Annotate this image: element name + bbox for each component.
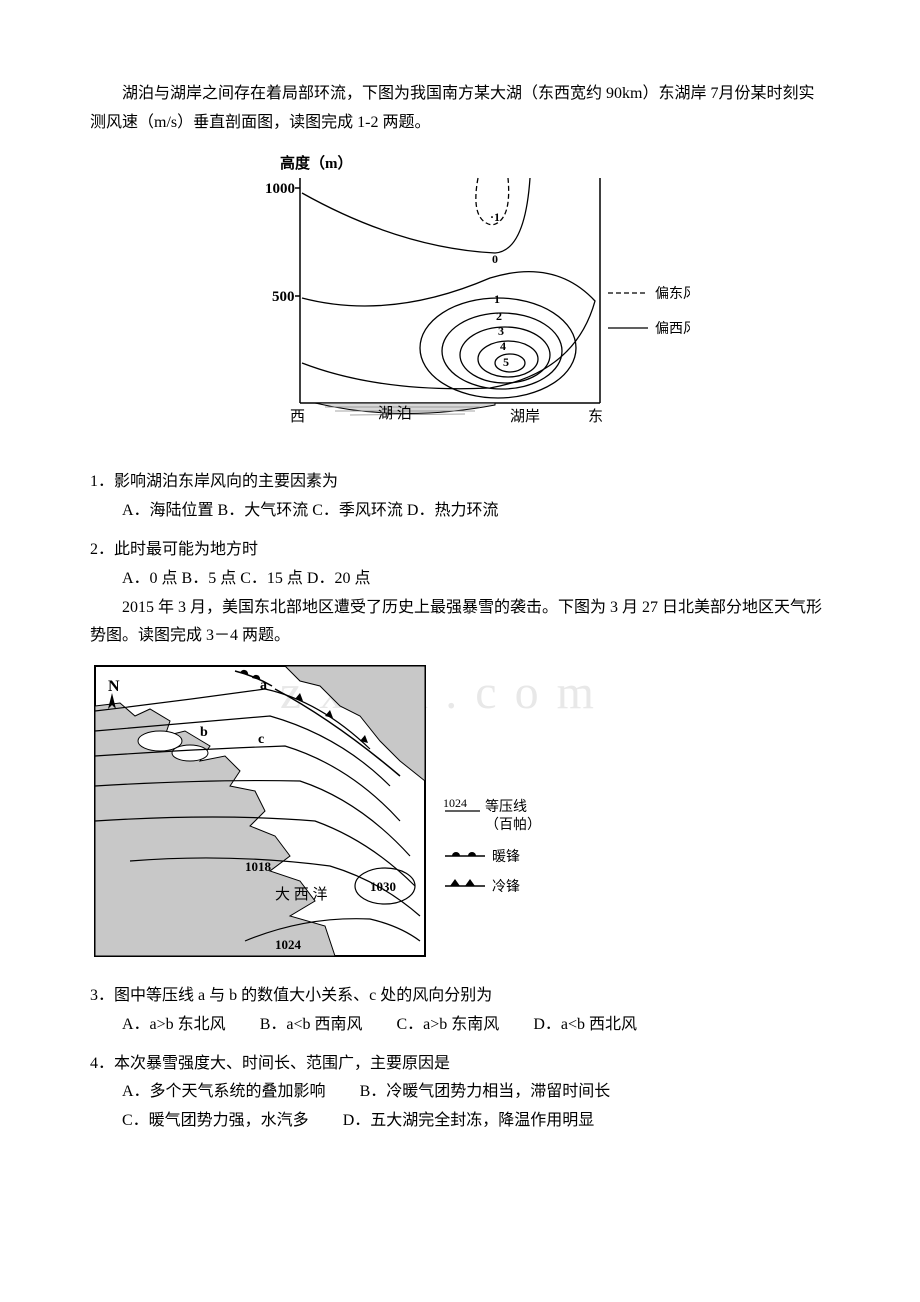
legend-cold-front: 冷锋 — [492, 879, 520, 895]
svg-text:3: 3 — [498, 324, 504, 338]
q3-optC: C．a>b 东南风 — [397, 1011, 500, 1040]
legend-isobar-value: 1024 — [443, 796, 467, 810]
q2-options: A．0 点 B．5 点 C．15 点 D．20 点 — [122, 565, 830, 594]
q4-number: 4． — [90, 1055, 114, 1072]
xlabel-west: 西 — [290, 409, 305, 425]
q3-text: 图中等压线 a 与 b 的数值大小关系、c 处的风向分别为 — [114, 987, 492, 1004]
svg-text:·1: ·1 — [490, 210, 500, 224]
svg-text:（百帕）: （百帕） — [485, 817, 541, 833]
intro-paragraph-1: 湖泊与湖岸之间存在着局部环流，下图为我国南方某大湖（东西宽约 90km）东湖岸 … — [90, 80, 830, 138]
legend-west-wind: 偏西风 — [655, 321, 690, 337]
ocean-label: 大 西 洋 — [275, 886, 328, 903]
q3-optD: D．a<b 西北风 — [533, 1011, 637, 1040]
svg-text:2: 2 — [496, 309, 502, 323]
q3-optA: A．a>b 东北风 — [122, 1011, 226, 1040]
question-2: 2．此时最可能为地方时 A．0 点 B．5 点 C．15 点 D．20 点 — [90, 536, 830, 594]
q4-optC: C．暖气团势力强，水汽多 — [122, 1107, 309, 1136]
svg-text:5: 5 — [503, 355, 509, 369]
figure-2-weather-map: N a b c 1018 1024 1030 大 西 洋 1024 等压线 — [90, 661, 580, 961]
xlabel-lake: 湖 泊 — [378, 405, 412, 422]
q4-optD: D．五大湖完全封冻，降温作用明显 — [343, 1107, 595, 1136]
q1-text: 影响湖泊东岸风向的主要因素为 — [114, 473, 338, 490]
figure-2-container: N a b c 1018 1024 1030 大 西 洋 1024 等压线 — [90, 661, 830, 972]
north-label: N — [108, 678, 120, 695]
svg-text:0: 0 — [492, 252, 498, 266]
q2-number: 2． — [90, 541, 114, 558]
y-axis-label: 高度（m） — [280, 154, 353, 172]
figure-1-lake-wind: 高度（m） 1000 500 ·1 0 1 2 3 4 5 西 湖 泊 — [230, 153, 690, 443]
isobar-1018: 1018 — [245, 859, 272, 874]
ytick-1000: 1000 — [265, 181, 295, 197]
q4-optB: B．冷暖气团势力相当，滞留时间长 — [360, 1078, 611, 1107]
isobar-1030: 1030 — [370, 879, 396, 894]
ytick-500: 500 — [272, 289, 295, 305]
label-b: b — [200, 725, 208, 740]
legend-east-wind: 偏东风 — [655, 286, 690, 302]
isobar-1024: 1024 — [275, 937, 302, 952]
xlabel-east: 东 — [588, 408, 603, 425]
xlabel-shore: 湖岸 — [510, 408, 540, 425]
q4-optA: A．多个天气系统的叠加影响 — [122, 1078, 326, 1107]
svg-text:4: 4 — [500, 339, 506, 353]
legend-warm-front: 暖锋 — [492, 849, 520, 865]
question-3: 3．图中等压线 a 与 b 的数值大小关系、c 处的风向分别为 A．a>b 东北… — [90, 982, 830, 1040]
question-1: 1．影响湖泊东岸风向的主要因素为 A．海陆位置 B．大气环流 C．季风环流 D．… — [90, 468, 830, 526]
legend-isobar-label: 等压线 — [485, 798, 527, 815]
question-4: 4．本次暴雪强度大、时间长、范围广，主要原因是 A．多个天气系统的叠加影响 B．… — [90, 1050, 830, 1136]
q2-text: 此时最可能为地方时 — [114, 541, 258, 558]
q1-number: 1． — [90, 473, 114, 490]
q4-text: 本次暴雪强度大、时间长、范围广，主要原因是 — [114, 1055, 450, 1072]
label-c: c — [258, 732, 264, 747]
q3-optB: B．a<b 西南风 — [260, 1011, 363, 1040]
q3-number: 3． — [90, 987, 114, 1004]
figure-1-container: 高度（m） 1000 500 ·1 0 1 2 3 4 5 西 湖 泊 — [90, 153, 830, 454]
q1-options: A．海陆位置 B．大气环流 C．季风环流 D．热力环流 — [122, 497, 830, 526]
intro-paragraph-2: 2015 年 3 月，美国东北部地区遭受了历史上最强暴雪的袭击。下图为 3 月 … — [90, 594, 830, 652]
svg-text:1: 1 — [494, 292, 500, 306]
